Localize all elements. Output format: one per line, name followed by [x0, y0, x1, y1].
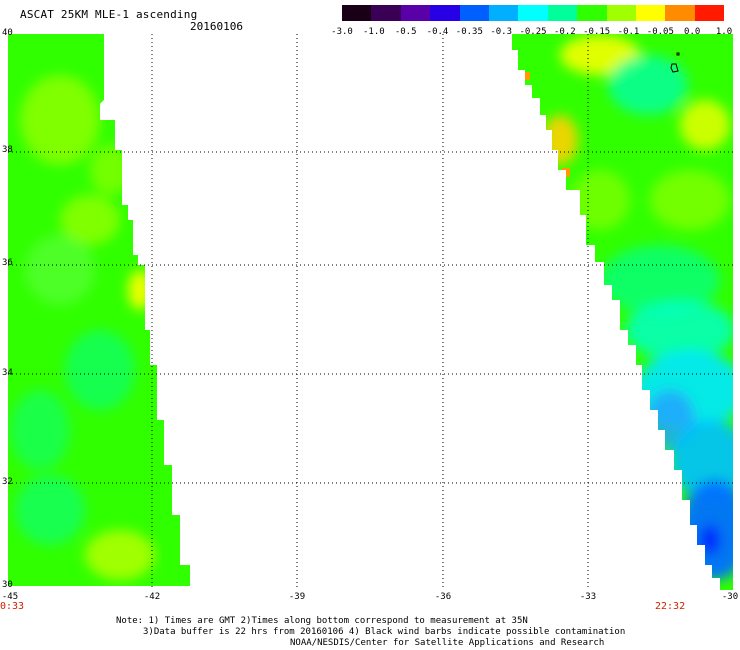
color-scale-label: -3.0 — [331, 27, 353, 37]
lon-label-42: -42 — [143, 592, 161, 602]
color-scale-segment — [400, 5, 431, 21]
lon-label-39: -39 — [288, 592, 306, 602]
color-scale-label: 0.0 — [684, 27, 701, 37]
color-scale-segment — [547, 5, 578, 21]
color-scale-segment — [430, 5, 460, 21]
color-scale-segment — [694, 5, 725, 21]
wind-barb-marker — [670, 63, 679, 73]
color-scale-label: -0.1 — [617, 27, 640, 37]
graticule — [8, 34, 733, 590]
lat-label-36: 36 — [2, 258, 13, 268]
note-line-3: NOAA/NESDIS/Center for Satellite Applica… — [290, 638, 605, 648]
color-scale-segment — [459, 5, 489, 21]
note-line-1: Note: 1) Times are GMT 2)Times along bot… — [116, 616, 528, 626]
color-scale-label: -0.15 — [583, 27, 611, 37]
lat-label-38: 38 — [2, 145, 13, 155]
color-scale-label: -1.0 — [362, 27, 385, 37]
color-scale-label: -0.2 — [553, 27, 576, 37]
color-scale-segment — [371, 5, 401, 21]
lat-label-34: 34 — [2, 368, 13, 378]
right-swath-time: 22:32 — [655, 601, 686, 612]
color-scale-label: -0.05 — [646, 27, 674, 37]
color-scale-segment — [577, 5, 607, 21]
color-scale-label: -0.35 — [455, 27, 483, 37]
color-scale-segment — [606, 5, 636, 21]
color-scale-segment — [518, 5, 548, 21]
color-scale-segment — [635, 5, 666, 21]
color-scale-label: -0.4 — [426, 27, 449, 37]
lon-label-30: -30 — [721, 592, 739, 602]
color-scale-label: -0.5 — [394, 27, 417, 37]
lat-label-30: 30 — [2, 580, 13, 590]
note-line-2: 3)Data buffer is 22 hrs from 20160106 4)… — [143, 627, 626, 637]
color-scale-label: 1.0 — [715, 27, 733, 37]
lon-label-45: -45 — [1, 592, 19, 602]
lon-label-33: -33 — [579, 592, 597, 602]
map-title: ASCAT 25KM MLE-1 ascending — [20, 8, 198, 21]
lat-label-32: 32 — [2, 477, 13, 487]
map-date: 20160106 — [190, 20, 243, 33]
wind-barb-marker-small — [676, 52, 680, 56]
color-scale-bar — [342, 5, 725, 21]
color-scale-segment — [665, 5, 695, 21]
color-scale-segment — [342, 5, 372, 21]
left-swath — [8, 34, 190, 586]
lat-label-40: 40 — [2, 28, 13, 38]
lon-label-36: -36 — [434, 592, 452, 602]
color-scale-label: -0.3 — [490, 27, 512, 37]
left-swath-time: 0:33 — [0, 601, 25, 612]
color-scale-label: -0.25 — [519, 27, 547, 37]
right-swath — [512, 34, 733, 590]
color-scale-segment — [488, 5, 519, 21]
